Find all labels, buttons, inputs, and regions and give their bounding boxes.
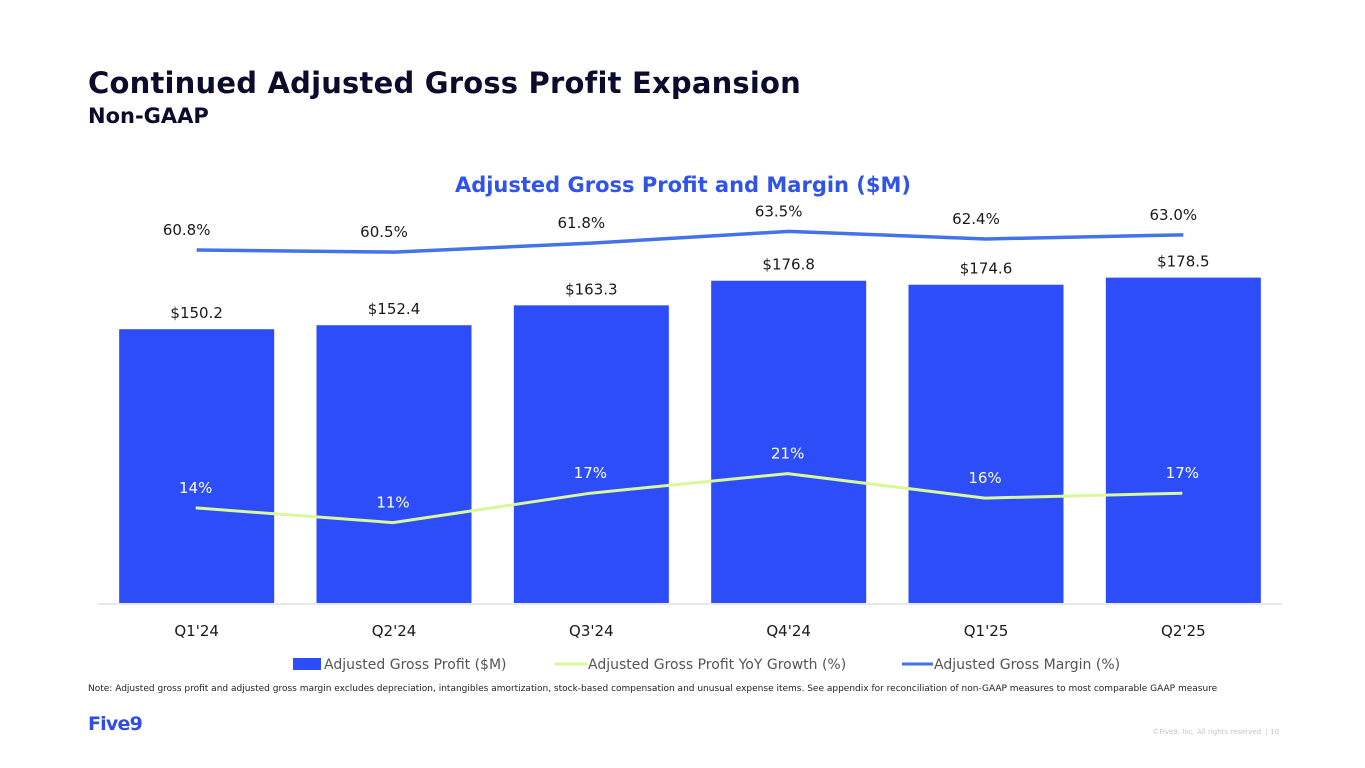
bar-value-label: $178.5 <box>1157 253 1210 271</box>
page-title: Continued Adjusted Gross Profit Expansio… <box>88 66 802 100</box>
bar <box>1105 277 1261 603</box>
footnote: Note: Adjusted gross profit and adjusted… <box>88 684 1218 694</box>
legend-label-growth: Adjusted Gross Profit YoY Growth (%) <box>588 657 846 673</box>
bar-value-label: $174.6 <box>960 260 1013 278</box>
margin-data-label: 60.8% <box>163 221 211 239</box>
margin-line <box>196 229 1184 254</box>
x-tick-label: Q1'24 <box>174 622 219 640</box>
page-subtitle: Non-GAAP <box>88 104 209 128</box>
bar-value-label: $152.4 <box>368 300 421 318</box>
growth-data-label: 16% <box>968 469 1001 487</box>
x-tick-label: Q3'24 <box>569 622 614 640</box>
bar-value-label: $163.3 <box>565 280 618 298</box>
bar <box>119 329 275 603</box>
bar <box>316 325 472 603</box>
margin-data-label: 60.5% <box>360 223 408 241</box>
growth-data-label: 17% <box>1166 464 1199 482</box>
x-tick-label: Q4'24 <box>766 622 811 640</box>
bar <box>711 280 867 603</box>
growth-data-label: 17% <box>574 464 607 482</box>
bar-value-label: $150.2 <box>170 304 223 322</box>
margin-data-label: 63.0% <box>1150 206 1198 224</box>
margin-data-label: 61.8% <box>558 214 606 232</box>
growth-data-label: 11% <box>376 494 409 512</box>
growth-line <box>195 472 1183 525</box>
legend-label-margin: Adjusted Gross Margin (%) <box>934 657 1120 673</box>
legend-label-bar: Adjusted Gross Profit ($M) <box>324 657 507 673</box>
bar <box>513 305 669 603</box>
growth-data-label: 21% <box>771 445 804 463</box>
legend-swatch-bar <box>293 658 321 670</box>
x-tick-label: Q2'25 <box>1161 622 1206 640</box>
x-tick-label: Q1'25 <box>964 622 1009 640</box>
bar-value-label: $176.8 <box>762 256 815 274</box>
five9-logo: Five9 <box>88 713 143 735</box>
growth-data-label: 14% <box>179 479 212 497</box>
margin-data-label: 62.4% <box>952 210 1000 228</box>
x-tick-label: Q2'24 <box>372 622 417 640</box>
copyright-text: ©Five9, Inc. All rights reserved. | 10 <box>1152 728 1279 736</box>
bar <box>908 284 1064 603</box>
margin-data-label: 63.5% <box>755 202 803 220</box>
chart-title: Adjusted Gross Profit and Margin ($M) <box>455 173 911 197</box>
